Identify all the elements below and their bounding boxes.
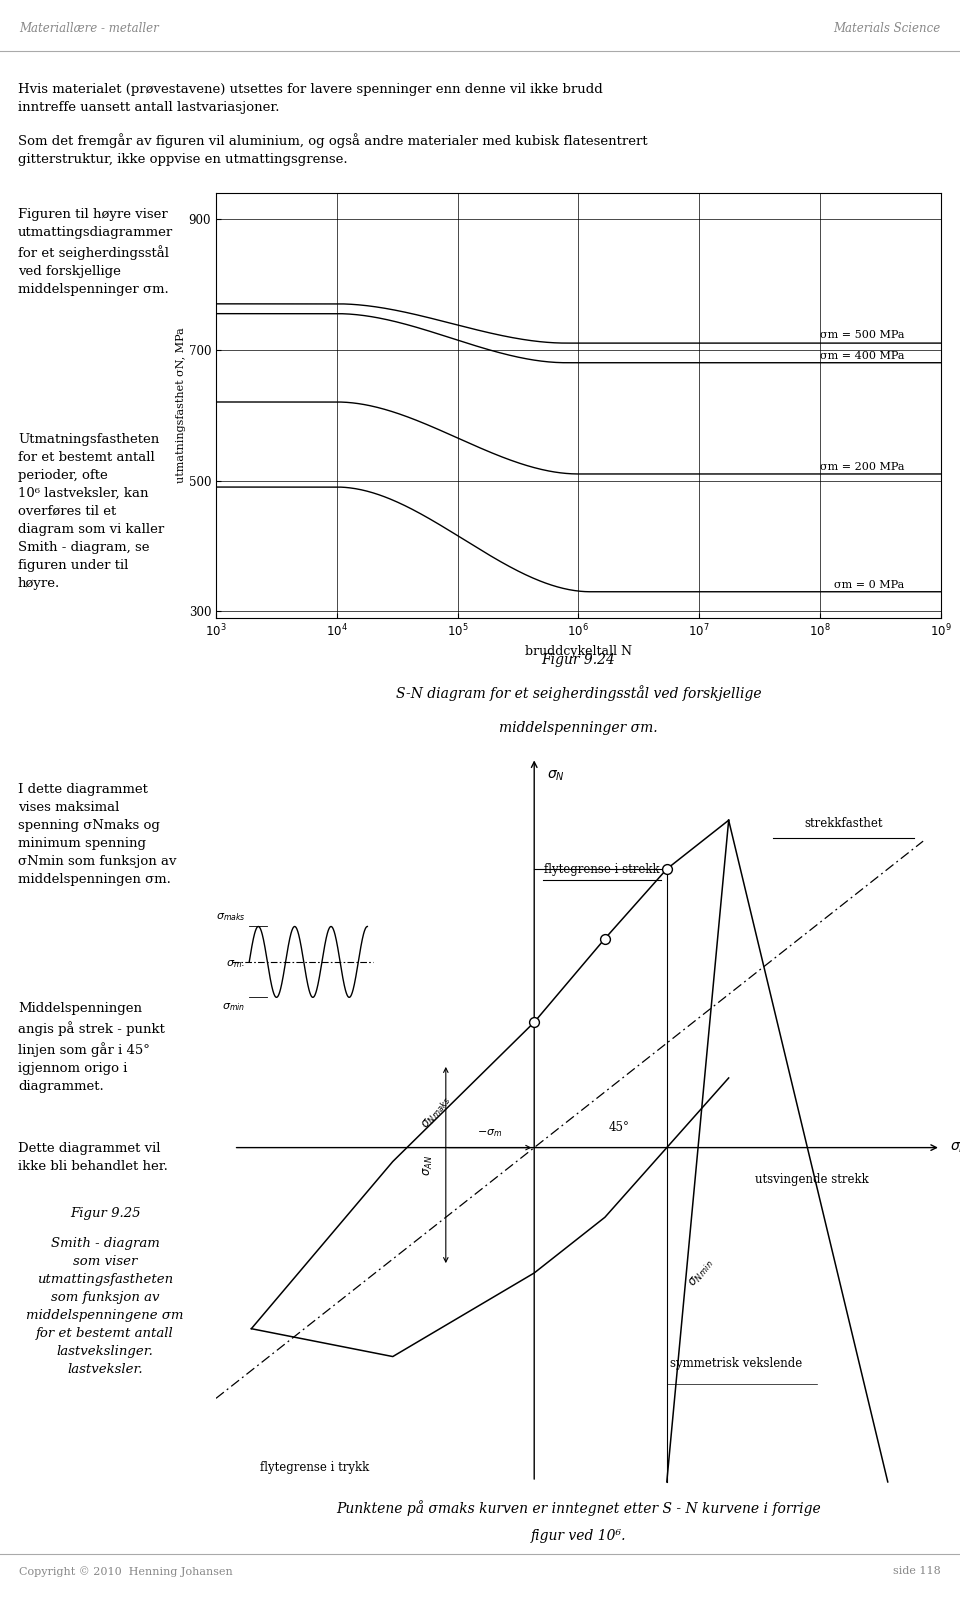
- Text: $\sigma_{N\,min}$: $\sigma_{N\,min}$: [687, 1257, 717, 1289]
- Text: σm = 0 MPa: σm = 0 MPa: [834, 579, 904, 589]
- Text: Dette diagrammet vil
ikke bli behandlet her.: Dette diagrammet vil ikke bli behandlet …: [18, 1143, 168, 1173]
- Point: [660, 855, 675, 881]
- Text: $\sigma_{N\,maks}$: $\sigma_{N\,maks}$: [420, 1093, 454, 1132]
- Point: [597, 926, 612, 952]
- Text: σm = 500 MPa: σm = 500 MPa: [820, 331, 904, 340]
- Text: $\sigma_m.$: $\sigma_m.$: [227, 958, 246, 969]
- Point: [526, 1010, 541, 1035]
- Text: S-N diagram for et seigherdingsstål ved forskjellige: S-N diagram for et seigherdingsstål ved …: [396, 685, 761, 701]
- Text: Figur 9.25: Figur 9.25: [70, 1207, 140, 1220]
- Text: Figur 9.24: Figur 9.24: [541, 653, 615, 666]
- Text: $\sigma_N$: $\sigma_N$: [546, 769, 564, 783]
- Text: flytegrense i strekk: flytegrense i strekk: [543, 863, 660, 876]
- Text: σm = 200 MPa: σm = 200 MPa: [820, 462, 904, 472]
- Text: Figuren til høyre viser
utmattingsdiagrammer
for et seigherdingsstål
ved forskje: Figuren til høyre viser utmattingsdiagra…: [18, 209, 173, 295]
- Text: Smith - diagram
som viser
utmattingsfastheten
som funksjon av
middelspenningene : Smith - diagram som viser utmattingsfast…: [26, 1237, 183, 1375]
- X-axis label: bruddcykeltall N: bruddcykeltall N: [525, 645, 632, 658]
- Text: I dette diagrammet
vises maksimal
spenning σNmaks og
minimum spenning
σNmin som : I dette diagrammet vises maksimal spenni…: [18, 783, 177, 886]
- Text: $\sigma_{min}$: $\sigma_{min}$: [223, 1002, 246, 1013]
- Text: Punktene på σmaks kurven er inntegnet etter S - N kurvene i forrige: Punktene på σmaks kurven er inntegnet et…: [336, 1501, 821, 1517]
- Text: σm = 400 MPa: σm = 400 MPa: [820, 351, 904, 361]
- Text: 45°: 45°: [609, 1120, 630, 1133]
- Text: utsvingende strekk: utsvingende strekk: [756, 1173, 869, 1186]
- Text: $-\sigma_m$: $-\sigma_m$: [477, 1127, 503, 1140]
- Text: flytegrense i trykk: flytegrense i trykk: [260, 1462, 370, 1475]
- Text: figur ved 10⁶.: figur ved 10⁶.: [531, 1530, 626, 1542]
- Text: Utmatningsfastheten
for et bestemt antall
perioder, ofte
10⁶ lastveksler, kan
ov: Utmatningsfastheten for et bestemt antal…: [18, 433, 164, 589]
- Text: Materiallære - metaller: Materiallære - metaller: [19, 21, 159, 35]
- Text: $\sigma_m$: $\sigma_m$: [949, 1141, 960, 1156]
- Text: middelspenninger σm.: middelspenninger σm.: [499, 721, 658, 735]
- Text: Hvis materialet (prøvestavene) utsettes for lavere spenninger enn denne vil ikke: Hvis materialet (prøvestavene) utsettes …: [18, 83, 603, 114]
- Text: symmetrisk vekslende: symmetrisk vekslende: [670, 1356, 803, 1371]
- Text: Som det fremgår av figuren vil aluminium, og også andre materialer med kubisk fl: Som det fremgår av figuren vil aluminium…: [18, 133, 648, 165]
- Text: Middelspenningen
angis på strek - punkt
linjen som går i 45°
igjennom origo i
di: Middelspenningen angis på strek - punkt …: [18, 1003, 165, 1093]
- Text: strekkfasthet: strekkfasthet: [804, 817, 883, 830]
- Y-axis label: utmatningsfasthet σN, MPa: utmatningsfasthet σN, MPa: [176, 327, 186, 483]
- Text: Materials Science: Materials Science: [833, 21, 941, 35]
- Text: side 118: side 118: [893, 1566, 941, 1576]
- Text: $\sigma_{maks}$: $\sigma_{maks}$: [216, 912, 246, 923]
- Text: Copyright © 2010  Henning Johansen: Copyright © 2010 Henning Johansen: [19, 1566, 233, 1576]
- Text: $\sigma_{AN}$: $\sigma_{AN}$: [422, 1154, 435, 1175]
